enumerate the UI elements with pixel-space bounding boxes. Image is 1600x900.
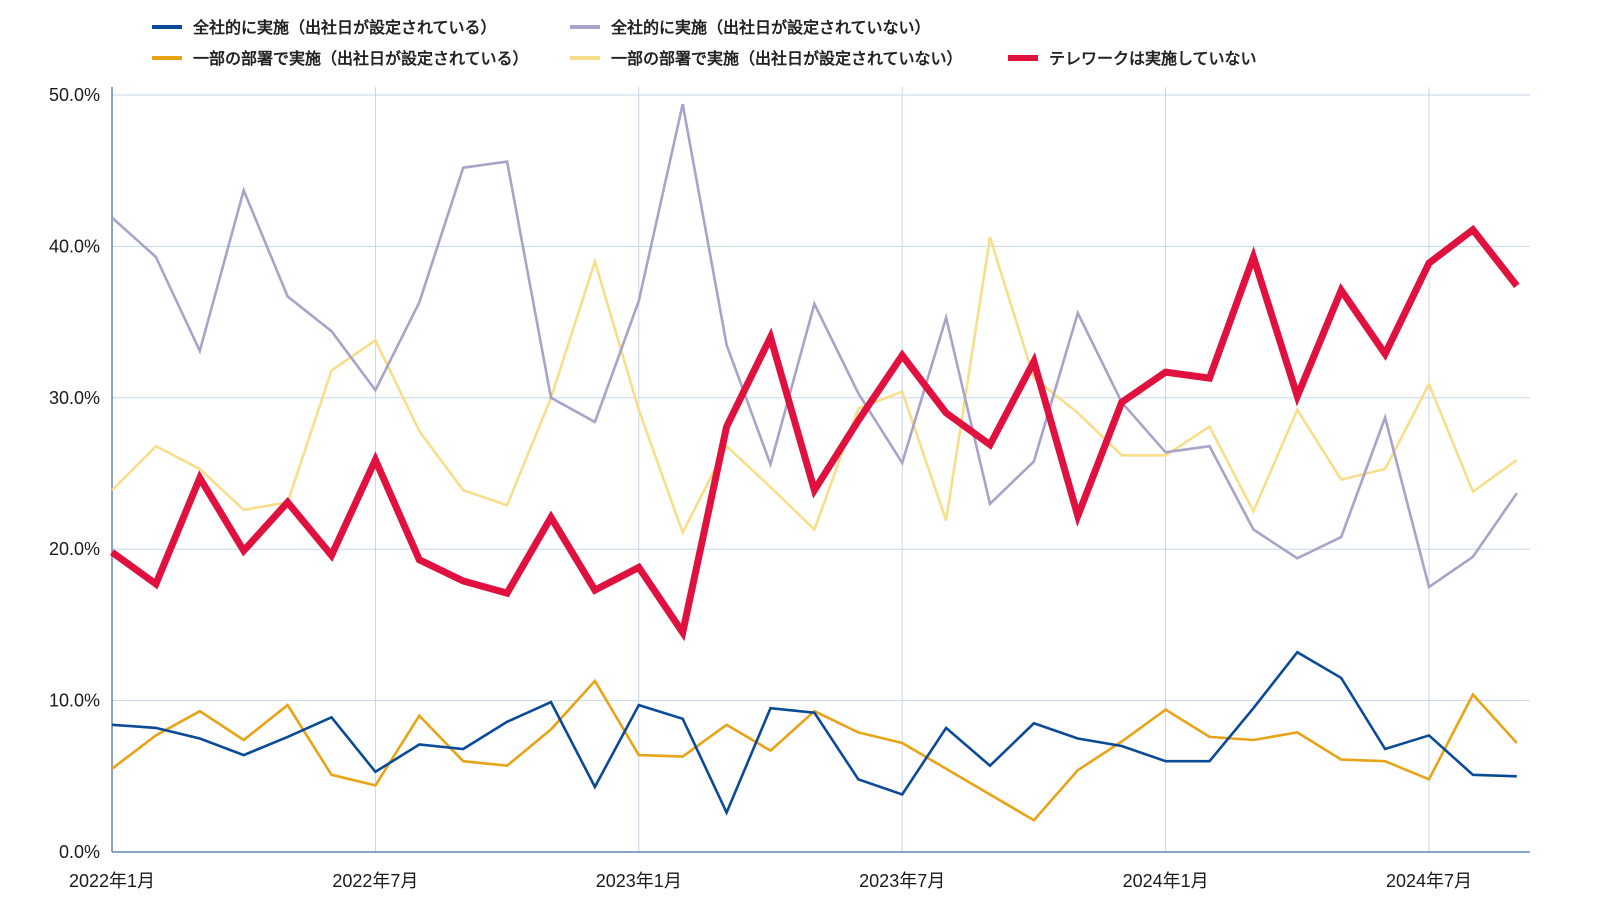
legend: 全社的に実施（出社日が設定されている） 全社的に実施（出社日が設定されていない） 一… (152, 18, 1257, 68)
y-tick-label: 40.0% (49, 236, 100, 256)
y-tick-label: 20.0% (49, 539, 100, 559)
legend-label: 全社的に実施（出社日が設定されている） (192, 18, 497, 37)
legend-label: 全社的に実施（出社日が設定されていない） (610, 18, 931, 37)
series-line-5 (109, 224, 1520, 642)
y-tick-label: 30.0% (49, 388, 100, 408)
y-tick-label: 10.0% (49, 691, 100, 711)
legend-label: 一部の部署で実施（出社日が設定されている） (193, 49, 529, 68)
x-tick-label: 2023年1月 (596, 871, 682, 891)
series-line-1 (111, 650, 1517, 816)
series-lines (109, 103, 1520, 822)
grid-lines (112, 87, 1530, 852)
x-tick-label: 2024年7月 (1386, 871, 1472, 891)
x-tick-label: 2024年1月 (1123, 871, 1209, 891)
series-line-4 (111, 236, 1518, 536)
x-tick-label: 2022年7月 (332, 871, 418, 891)
legend-label: 一部の部署で実施（出社日が設定されていない） (611, 49, 963, 68)
y-tick-label: 0.0% (59, 842, 100, 862)
series-line-2 (111, 103, 1518, 590)
x-tick-label: 2023年7月 (859, 871, 945, 891)
axes: 0.0% 10.0% 20.0% 30.0% 40.0% 50.0% 2022年1月 2022… (49, 85, 1530, 891)
series-line-3 (111, 678, 1518, 822)
y-tick-label: 50.0% (49, 85, 100, 105)
legend-label: テレワークは実施していない (1049, 49, 1257, 68)
x-tick-label: 2022年1月 (69, 871, 155, 891)
